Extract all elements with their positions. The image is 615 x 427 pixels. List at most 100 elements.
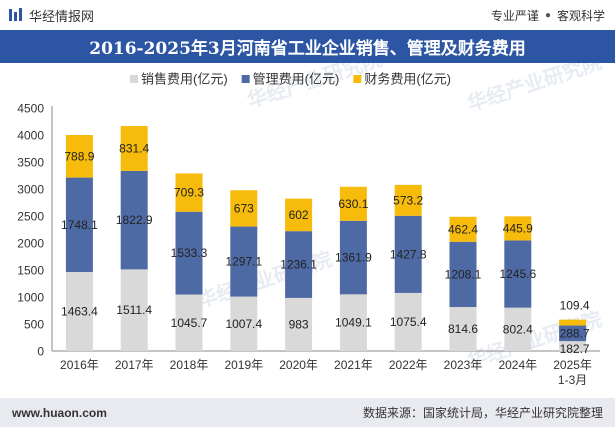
footer-website: www.huaon.com: [12, 405, 107, 420]
bar-segment-s0: [285, 297, 313, 351]
y-tick-label: 2500: [17, 210, 44, 224]
data-label-s2: 673: [234, 201, 254, 215]
legend-swatch-0: [130, 75, 138, 83]
x-tick-label: 2017年: [115, 358, 154, 372]
data-label-s1: 1297.1: [225, 255, 262, 269]
x-tick-label: 2016年: [60, 358, 99, 372]
x-tick-label: 2023年: [444, 358, 483, 372]
brand: 华经情报网: [8, 6, 94, 25]
bar-segment-s0: [559, 341, 587, 351]
data-label-s2: 630.1: [338, 197, 368, 211]
data-label-s1: 1361.9: [335, 251, 372, 265]
data-label-s0: 1045.7: [171, 316, 208, 330]
x-tick-label: 2021年: [334, 358, 373, 372]
data-label-s2: 602: [289, 208, 309, 222]
bar-segment-s1: [175, 211, 203, 295]
x-tick-label: 2024年: [498, 358, 537, 372]
bar-segment-s2: [230, 190, 258, 227]
data-label-s1: 1245.6: [499, 267, 536, 281]
y-tick-label: 3500: [17, 156, 44, 170]
x-tick-label: 2025年: [553, 358, 592, 372]
bar-segment-s1: [449, 241, 477, 308]
data-label-s0: 802.4: [503, 322, 533, 336]
data-label-s1: 288.7: [560, 326, 590, 340]
bar-segment-s0: [449, 307, 477, 351]
data-label-s0: 182.7: [560, 342, 590, 356]
bar-segment-s2: [285, 198, 313, 232]
chart-title: 2016-2025年3月河南省工业企业销售、管理及财务费用: [89, 39, 526, 59]
chart-area: 华经产业研究院 华经产业研究院 华经产业研究院 华经产业研究院 销售费用(亿元) 管理费用…: [0, 47, 615, 398]
bar-segment-s1: [559, 325, 587, 342]
data-label-s2: 709.3: [174, 186, 204, 200]
bar-segment-s1: [394, 215, 422, 293]
chart-title-bar: 2016-2025年3月河南省工业企业销售、管理及财务费用: [0, 30, 615, 63]
data-label-s1: 1533.3: [171, 246, 208, 260]
bar-segment-s1: [339, 220, 367, 295]
data-label-s2: 445.9: [503, 221, 533, 235]
data-label-s0: 814.6: [448, 322, 478, 336]
y-tick-label: 4500: [17, 102, 44, 116]
bar-segment-s1: [230, 226, 258, 297]
footer-source: 数据来源：国家统计局，华经产业研究院整理: [362, 406, 603, 420]
bar-segment-s2: [559, 319, 587, 326]
data-label-s2: 462.4: [448, 222, 478, 236]
legend-label-2: 财务费用(亿元): [364, 72, 451, 87]
bar-segment-s2: [449, 216, 477, 242]
data-label-s2: 831.4: [119, 142, 149, 156]
legend-swatch-2: [353, 75, 362, 83]
y-tick-label: 3000: [17, 183, 44, 197]
data-label-s0: 1075.4: [390, 315, 427, 329]
data-label-s1: 1822.9: [116, 213, 153, 227]
footer-bar: www.huaon.com 数据来源：国家统计局，华经产业研究院整理: [0, 398, 615, 427]
bar-segment-s2: [175, 173, 203, 212]
data-label-s0: 1511.4: [116, 303, 152, 317]
bar-segment-s1: [65, 177, 93, 272]
tagline-left: 专业严谨: [490, 8, 539, 23]
bar-segment-s1: [285, 231, 313, 298]
x-tick-label: 2020年: [279, 358, 318, 372]
watermark-text: 华经产业研究院: [464, 63, 605, 116]
legend-label-0: 销售费用(亿元): [141, 72, 228, 87]
bullet-icon: ●: [544, 9, 551, 21]
bar-segment-s2: [504, 216, 532, 241]
header-bar: 华经情报网 专业严谨 ● 客观科学: [0, 0, 615, 30]
bar-segment-s0: [504, 307, 532, 351]
bar-segment-s1: [120, 170, 148, 270]
bar-segment-s0: [230, 296, 258, 351]
watermark-text: 华经产业研究院: [244, 63, 385, 113]
data-label-s2: 573.2: [393, 193, 423, 207]
bar-segment-s2: [339, 186, 367, 221]
legend-label-1: 管理费用(亿元): [253, 72, 340, 87]
huajing-logo-icon: [9, 8, 22, 21]
x-tick-label: 1-3月: [558, 373, 587, 387]
y-tick-label: 1000: [17, 291, 44, 305]
bar-segment-s0: [120, 269, 148, 351]
bar-segment-s0: [65, 271, 93, 351]
bar-segment-s2: [120, 126, 148, 171]
y-tick-label: 2000: [17, 237, 44, 251]
legend-swatch-1: [241, 75, 250, 83]
data-label-s2: 109.4: [560, 299, 590, 313]
data-label-s0: 1007.4: [225, 317, 262, 331]
y-tick-label: 500: [24, 318, 44, 332]
bar-segment-s2: [65, 134, 93, 178]
data-label-s1: 1208.1: [445, 267, 482, 281]
x-tick-label: 2022年: [389, 358, 428, 372]
tagline: 专业严谨 ● 客观科学: [491, 7, 605, 24]
data-label-s0: 1049.1: [335, 316, 372, 330]
x-tick-label: 2018年: [170, 358, 209, 372]
data-label-s1: 1748.1: [61, 218, 98, 232]
data-label-s2: 788.9: [64, 149, 94, 163]
y-tick-label: 0: [37, 345, 44, 359]
brand-name: 华经情报网: [29, 8, 95, 24]
bar-segment-s0: [339, 294, 367, 351]
data-label-s1: 1236.1: [280, 258, 317, 272]
tagline-right: 客观科学: [556, 8, 605, 23]
y-tick-label: 1500: [17, 264, 44, 278]
y-tick-label: 4000: [17, 129, 44, 143]
data-label-s0: 1463.4: [61, 304, 98, 318]
bar-segment-s2: [394, 184, 422, 216]
bar-segment-s0: [175, 294, 203, 351]
